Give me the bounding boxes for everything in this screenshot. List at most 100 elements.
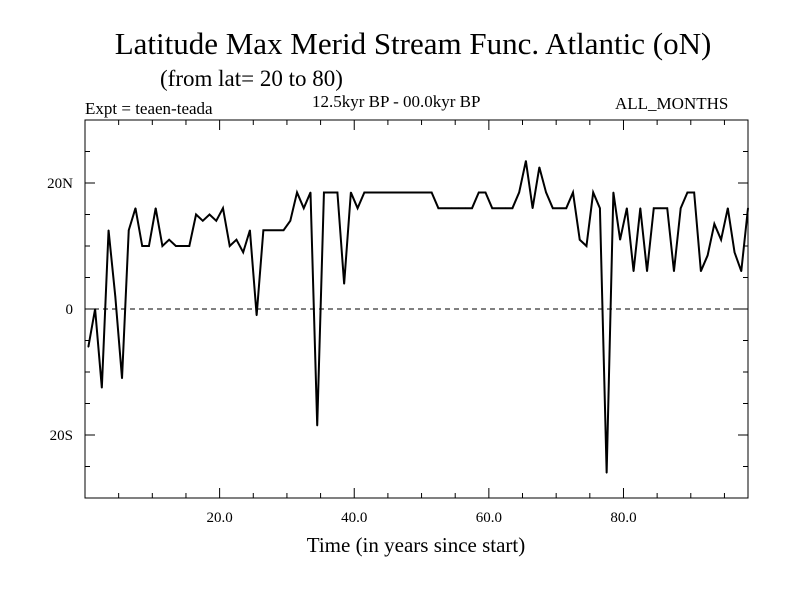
data-point <box>679 207 682 209</box>
data-point <box>511 207 514 209</box>
data-point <box>498 207 500 209</box>
data-point <box>727 207 729 209</box>
chart-title: Latitude Max Merid Stream Func. Atlantic… <box>114 26 712 61</box>
data-point <box>296 191 298 194</box>
months-label: ALL_MONTHS <box>615 94 729 113</box>
data-point <box>161 245 164 247</box>
data-point <box>713 223 716 225</box>
data-point <box>639 207 642 209</box>
data-point <box>329 191 332 194</box>
data-point <box>127 229 130 232</box>
data-point <box>619 238 621 241</box>
data-point <box>383 191 386 194</box>
data-point <box>403 191 406 194</box>
data-point <box>175 245 177 247</box>
data-point <box>632 270 635 273</box>
y-tick-label: 0 <box>66 302 74 318</box>
data-point <box>491 207 494 209</box>
data-point <box>377 191 379 194</box>
data-point <box>276 229 278 232</box>
data-point <box>740 270 743 273</box>
data-point <box>107 229 110 232</box>
data-point <box>316 424 319 427</box>
data-point <box>518 191 520 194</box>
data-point <box>195 213 197 216</box>
data-point <box>437 207 440 209</box>
data-point <box>599 207 601 209</box>
data-point <box>612 191 615 194</box>
data-point <box>706 254 709 257</box>
data-point <box>484 191 487 194</box>
data-point <box>87 346 90 348</box>
data-point <box>659 207 662 209</box>
tick-labels: 20.0 40.0 60.0 80.0 20N 0 20S <box>47 176 636 526</box>
experiment-label: Expt = teaen-teada <box>85 99 213 118</box>
data-point <box>565 207 568 209</box>
time-range-label: 12.5kyr BP - 00.0kyr BP <box>312 92 481 111</box>
y-tick-label: 20N <box>47 176 73 192</box>
data-point <box>585 245 588 247</box>
data-point <box>201 220 204 222</box>
data-point <box>464 207 467 209</box>
data-point <box>552 207 554 209</box>
data-point <box>302 207 305 209</box>
data-point <box>350 191 352 194</box>
data-point <box>249 229 251 232</box>
data-point <box>309 191 312 194</box>
data-point <box>188 245 191 247</box>
data-point <box>693 191 695 194</box>
data-point <box>592 191 594 194</box>
data-point <box>370 191 372 194</box>
data-point <box>282 229 285 232</box>
x-tick-label: 60.0 <box>476 510 502 526</box>
data-point <box>525 160 527 162</box>
data-point <box>208 213 211 216</box>
data-point <box>646 270 648 273</box>
x-tick-label: 80.0 <box>610 510 636 526</box>
data-point <box>410 191 413 194</box>
data-point <box>114 295 117 298</box>
data-point <box>363 191 366 194</box>
y-tick-label: 20S <box>50 428 73 444</box>
data-point <box>141 245 144 247</box>
data-point <box>477 191 480 194</box>
data-point <box>154 207 157 209</box>
data-point <box>181 245 184 247</box>
data-point <box>417 191 419 194</box>
data-point <box>215 220 218 222</box>
data-point <box>228 245 231 247</box>
data-point <box>733 251 736 254</box>
data-point <box>323 191 325 194</box>
data-point <box>700 270 702 273</box>
data-point <box>652 207 655 209</box>
x-tick-label: 20.0 <box>206 510 232 526</box>
chart-subtitle: (from lat= 20 to 80) <box>160 66 343 91</box>
data-point <box>531 207 534 209</box>
data-point <box>747 207 749 209</box>
data-point <box>424 191 426 194</box>
data-point <box>578 238 581 241</box>
data-point <box>626 207 628 209</box>
data-point <box>720 238 722 241</box>
data-point <box>545 191 547 194</box>
data-point <box>457 207 460 209</box>
data-point <box>471 207 473 209</box>
data-point <box>121 377 123 380</box>
data-point <box>235 238 238 241</box>
minor-ticks <box>85 120 748 498</box>
data-point <box>101 386 103 389</box>
data-point <box>148 245 150 247</box>
data-point <box>269 229 271 232</box>
x-tick-label: 40.0 <box>341 510 367 526</box>
data-point <box>336 191 339 194</box>
data-point <box>572 191 574 194</box>
data-point <box>538 166 541 169</box>
data-points <box>87 160 749 474</box>
data-point <box>94 308 96 310</box>
data-point <box>666 207 669 209</box>
data-point <box>168 238 170 241</box>
data-point <box>242 251 244 254</box>
data-point <box>605 472 608 474</box>
data-point <box>558 207 561 209</box>
